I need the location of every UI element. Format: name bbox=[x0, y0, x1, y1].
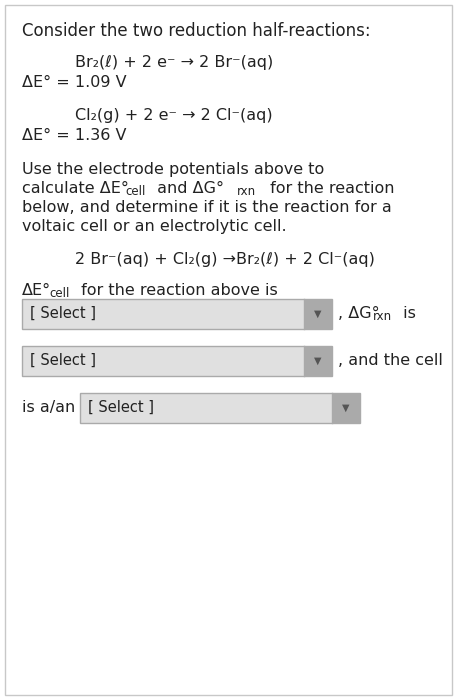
Text: Consider the two reduction half-reactions:: Consider the two reduction half-reaction… bbox=[22, 22, 371, 40]
Text: calculate ΔE°: calculate ΔE° bbox=[22, 181, 129, 196]
Text: ▼: ▼ bbox=[314, 356, 322, 366]
Text: ▼: ▼ bbox=[314, 309, 322, 319]
Bar bbox=[22, 299, 332, 329]
Text: below, and determine if it is the reaction for a: below, and determine if it is the reacti… bbox=[22, 200, 392, 215]
Text: , and the cell: , and the cell bbox=[338, 353, 443, 368]
Bar bbox=[22, 346, 332, 376]
Text: Use the electrode potentials above to: Use the electrode potentials above to bbox=[22, 162, 324, 177]
Text: [ Select ]: [ Select ] bbox=[30, 306, 96, 321]
Text: for the reaction above is: for the reaction above is bbox=[76, 283, 278, 298]
Bar bbox=[80, 393, 360, 423]
Text: is: is bbox=[398, 306, 416, 321]
Bar bbox=[304, 346, 332, 376]
Text: rxn: rxn bbox=[237, 185, 256, 198]
Text: 2 Br⁻(aq) + Cl₂(g) →Br₂(ℓ) + 2 Cl⁻(aq): 2 Br⁻(aq) + Cl₂(g) →Br₂(ℓ) + 2 Cl⁻(aq) bbox=[75, 252, 375, 267]
Bar bbox=[332, 393, 360, 423]
Text: ΔE°: ΔE° bbox=[22, 283, 51, 298]
Text: cell: cell bbox=[49, 287, 69, 300]
Text: cell: cell bbox=[125, 185, 145, 198]
Text: voltaic cell or an electrolytic cell.: voltaic cell or an electrolytic cell. bbox=[22, 219, 287, 234]
Text: and ΔG°: and ΔG° bbox=[152, 181, 224, 196]
Text: Cl₂(g) + 2 e⁻ → 2 Cl⁻(aq): Cl₂(g) + 2 e⁻ → 2 Cl⁻(aq) bbox=[75, 108, 273, 123]
Text: ▼: ▼ bbox=[342, 403, 350, 413]
Text: rxn: rxn bbox=[373, 310, 392, 323]
Text: for the reaction: for the reaction bbox=[265, 181, 394, 196]
Text: [ Select ]: [ Select ] bbox=[30, 353, 96, 368]
Text: ΔE° = 1.36 V: ΔE° = 1.36 V bbox=[22, 128, 127, 143]
Text: is a/an: is a/an bbox=[22, 400, 75, 415]
Text: Br₂(ℓ) + 2 e⁻ → 2 Br⁻(aq): Br₂(ℓ) + 2 e⁻ → 2 Br⁻(aq) bbox=[75, 55, 273, 70]
Bar bbox=[304, 299, 332, 329]
Text: ΔE° = 1.09 V: ΔE° = 1.09 V bbox=[22, 75, 127, 90]
Text: [ Select ]: [ Select ] bbox=[88, 400, 154, 415]
Text: , ΔG°: , ΔG° bbox=[338, 306, 380, 321]
